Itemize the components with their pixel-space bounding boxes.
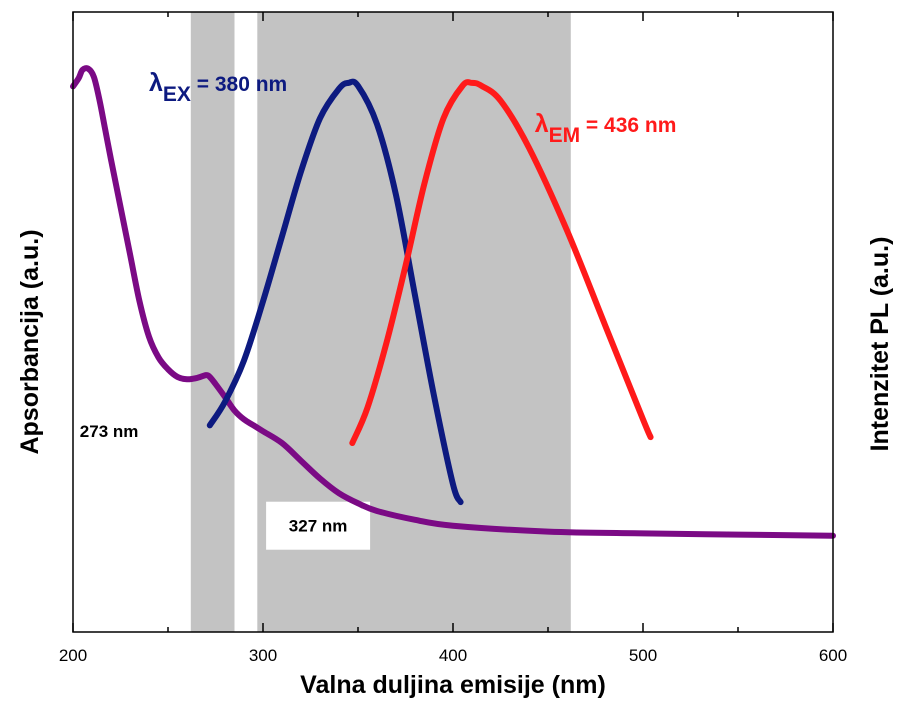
x-axis-title: Valna duljina emisije (nm)	[300, 671, 606, 699]
peak-label-symbol: λ	[149, 69, 163, 97]
x-tick-label-500: 500	[629, 646, 657, 665]
x-tick-label-300: 300	[249, 646, 277, 665]
series-line-3	[349, 79, 654, 447]
annotation-label-1: 273 nm	[80, 422, 139, 441]
peak-label-subscript: EM	[549, 124, 581, 147]
x-tick-label-400: 400	[439, 646, 467, 665]
y-axis-title-left: Apsorbancija (a.u.)	[16, 229, 44, 454]
x-axis-ticks	[72, 12, 834, 632]
series-lines	[70, 65, 836, 539]
x-axis-tick-labels: 200 300 400 500 600	[59, 646, 847, 665]
peak-label-symbol: λ	[535, 110, 549, 138]
annotation-boxes: 273 nm 327 nm	[57, 407, 371, 550]
peak-label-em: λEM = 436 nm	[535, 110, 677, 147]
annotation-box-1	[57, 407, 162, 456]
series-line-2	[206, 78, 464, 506]
peak-label-ex: λEX = 380 nm	[149, 69, 287, 106]
x-tick-label-600: 600	[819, 646, 847, 665]
annotation-box-2	[266, 501, 371, 550]
peak-label-value: = 436 nm	[580, 114, 676, 137]
annotation-label-2: 327 nm	[289, 517, 348, 536]
peak-label-value: = 380 nm	[191, 73, 287, 96]
shaded-band-1	[190, 12, 235, 632]
series-line-1	[70, 65, 836, 539]
shaded-bands	[190, 12, 571, 632]
peak-label-subscript: EX	[163, 83, 191, 106]
y-axis-title-right: Intenzitet PL (a.u.)	[866, 237, 894, 452]
x-tick-label-200: 200	[59, 646, 87, 665]
